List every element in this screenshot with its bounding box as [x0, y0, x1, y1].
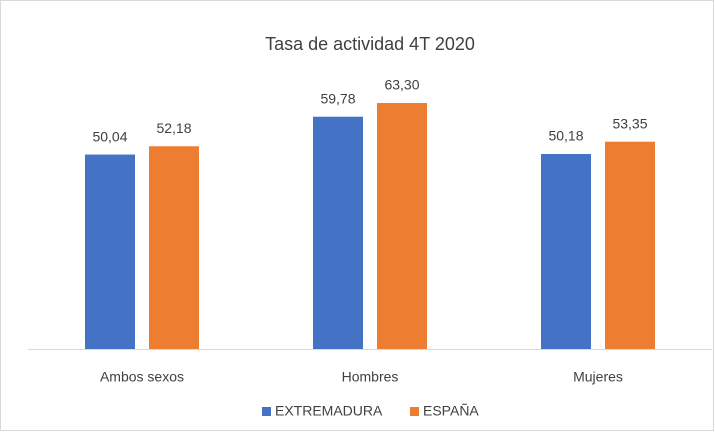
- bar: [85, 154, 135, 349]
- x-tick-label: Hombres: [342, 369, 399, 385]
- bar: [541, 154, 591, 349]
- data-label: 53,35: [612, 115, 647, 131]
- bar: [605, 141, 655, 349]
- data-label: 63,30: [384, 77, 419, 93]
- legend-swatch: [410, 407, 419, 416]
- data-label: 50,04: [92, 128, 127, 144]
- data-label: 50,18: [548, 128, 583, 144]
- x-tick-label: Ambos sexos: [100, 369, 184, 385]
- x-tick-label: Mujeres: [573, 369, 623, 385]
- legend-label: EXTREMADURA: [275, 403, 383, 419]
- bar: [377, 103, 427, 349]
- bar: [149, 146, 199, 349]
- chart-title: Tasa de actividad 4T 2020: [265, 34, 475, 54]
- legend-label: ESPAÑA: [423, 403, 479, 419]
- data-label: 59,78: [320, 90, 355, 106]
- data-label: 52,18: [156, 120, 191, 136]
- legend-swatch: [262, 407, 271, 416]
- bar: [313, 116, 363, 349]
